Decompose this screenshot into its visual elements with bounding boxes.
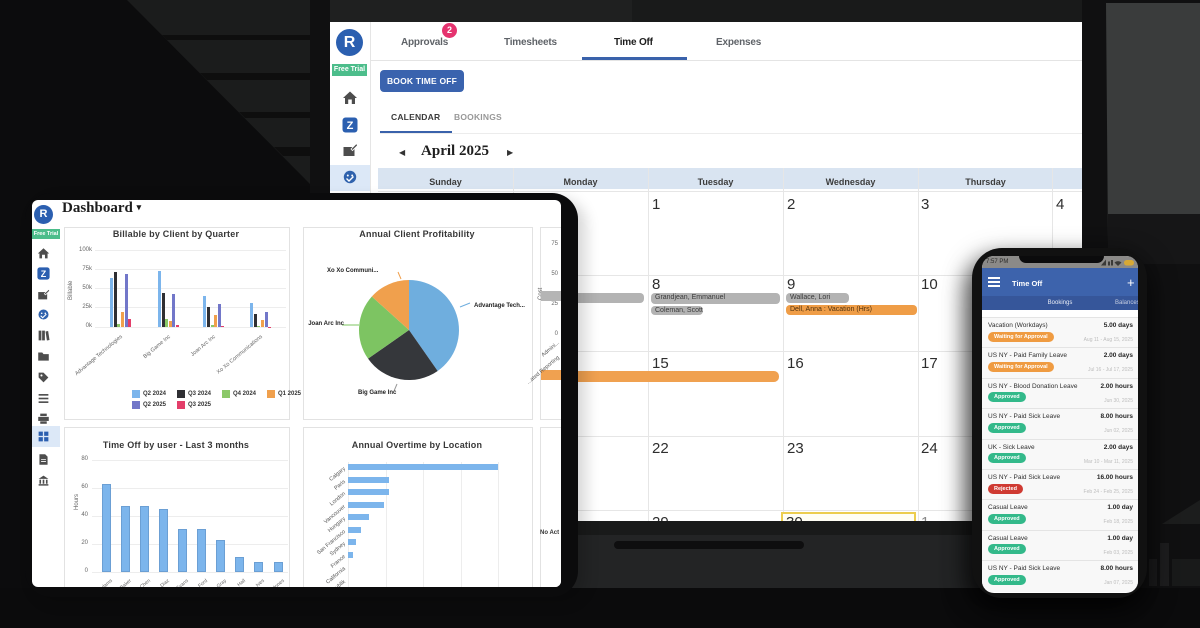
svg-text:Z: Z [347, 120, 354, 132]
svg-text:Z: Z [41, 269, 47, 279]
